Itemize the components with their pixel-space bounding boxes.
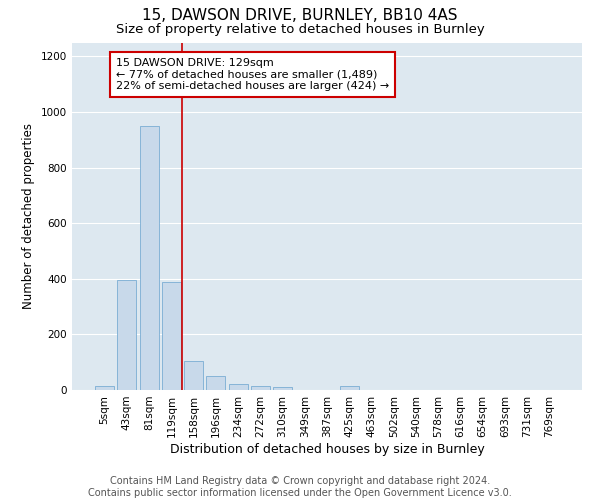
Bar (162, 282, 181, 390)
Bar (229, 384, 248, 390)
Bar (118, 280, 136, 390)
Y-axis label: Number of detached properties: Number of detached properties (22, 123, 35, 309)
X-axis label: Distribution of detached houses by size in Burnley: Distribution of detached houses by size … (170, 442, 484, 456)
Bar (140, 126, 158, 390)
Bar (206, 376, 225, 390)
Bar (184, 361, 203, 390)
Bar (340, 386, 359, 390)
Text: 15 DAWSON DRIVE: 129sqm
← 77% of detached houses are smaller (1,489)
22% of semi: 15 DAWSON DRIVE: 129sqm ← 77% of detache… (116, 58, 389, 91)
Text: Contains HM Land Registry data © Crown copyright and database right 2024.
Contai: Contains HM Land Registry data © Crown c… (88, 476, 512, 498)
Bar (251, 386, 270, 390)
Text: Size of property relative to detached houses in Burnley: Size of property relative to detached ho… (116, 22, 484, 36)
Bar (273, 386, 292, 390)
Bar (95, 386, 114, 390)
Text: 15, DAWSON DRIVE, BURNLEY, BB10 4AS: 15, DAWSON DRIVE, BURNLEY, BB10 4AS (142, 8, 458, 22)
